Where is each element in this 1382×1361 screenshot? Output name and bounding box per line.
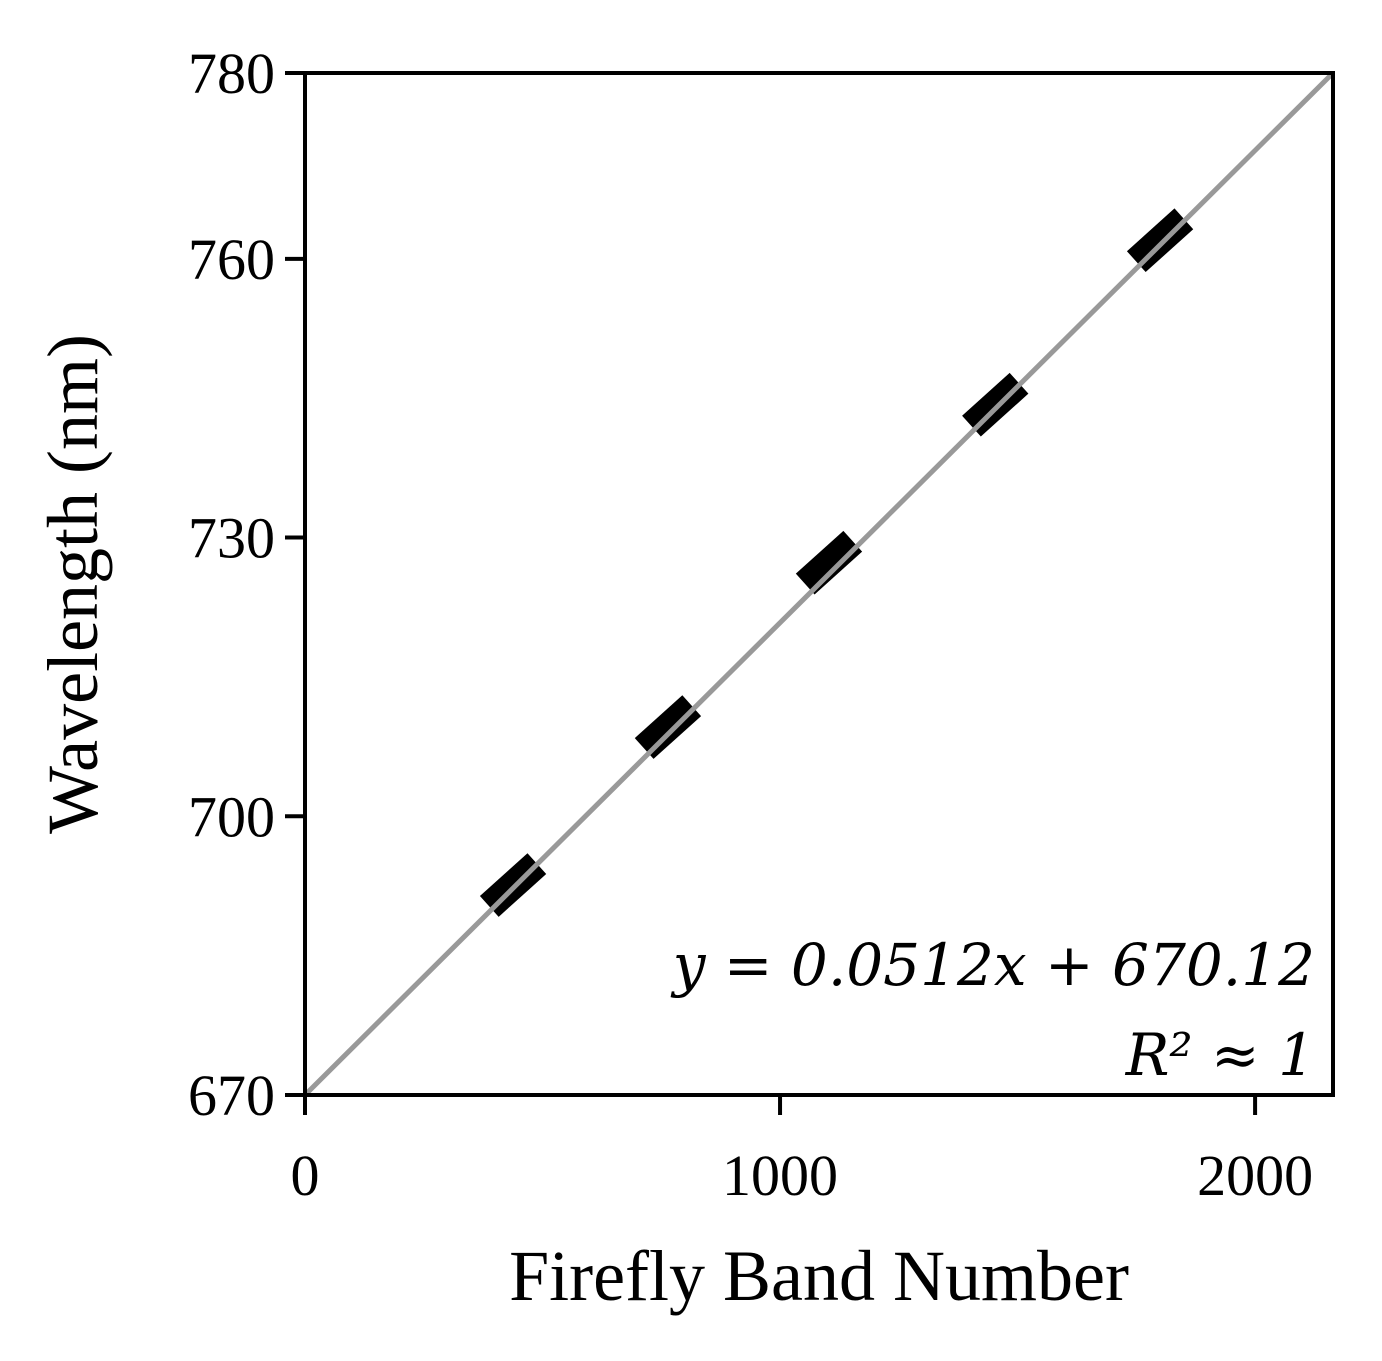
x-tick-label: 1000 [722,1143,838,1208]
point-marker [795,530,863,595]
x-tick-label: 2000 [1197,1143,1313,1208]
point-marker [1126,208,1194,273]
y-axis-label: Wavelength (nm) [33,334,113,834]
fit-annotation: R² ≈ 1 [1125,1021,1315,1089]
x-tick-label: 0 [291,1143,320,1208]
y-tick-label: 670 [188,1063,275,1128]
plot-area [305,73,1333,1095]
plot-frame [303,71,1335,1097]
point-marker [634,695,702,759]
x-axis-label: Firefly Band Number [509,1236,1129,1316]
y-tick-label: 760 [188,227,275,292]
y-tick-label: 730 [188,506,275,571]
fit-line [305,73,1333,1095]
point-marker [962,372,1029,437]
fit-annotation: y = 0.0512x + 670.12 [670,931,1315,999]
y-tick-label: 780 [188,41,275,106]
y-tick-label: 700 [188,784,275,849]
